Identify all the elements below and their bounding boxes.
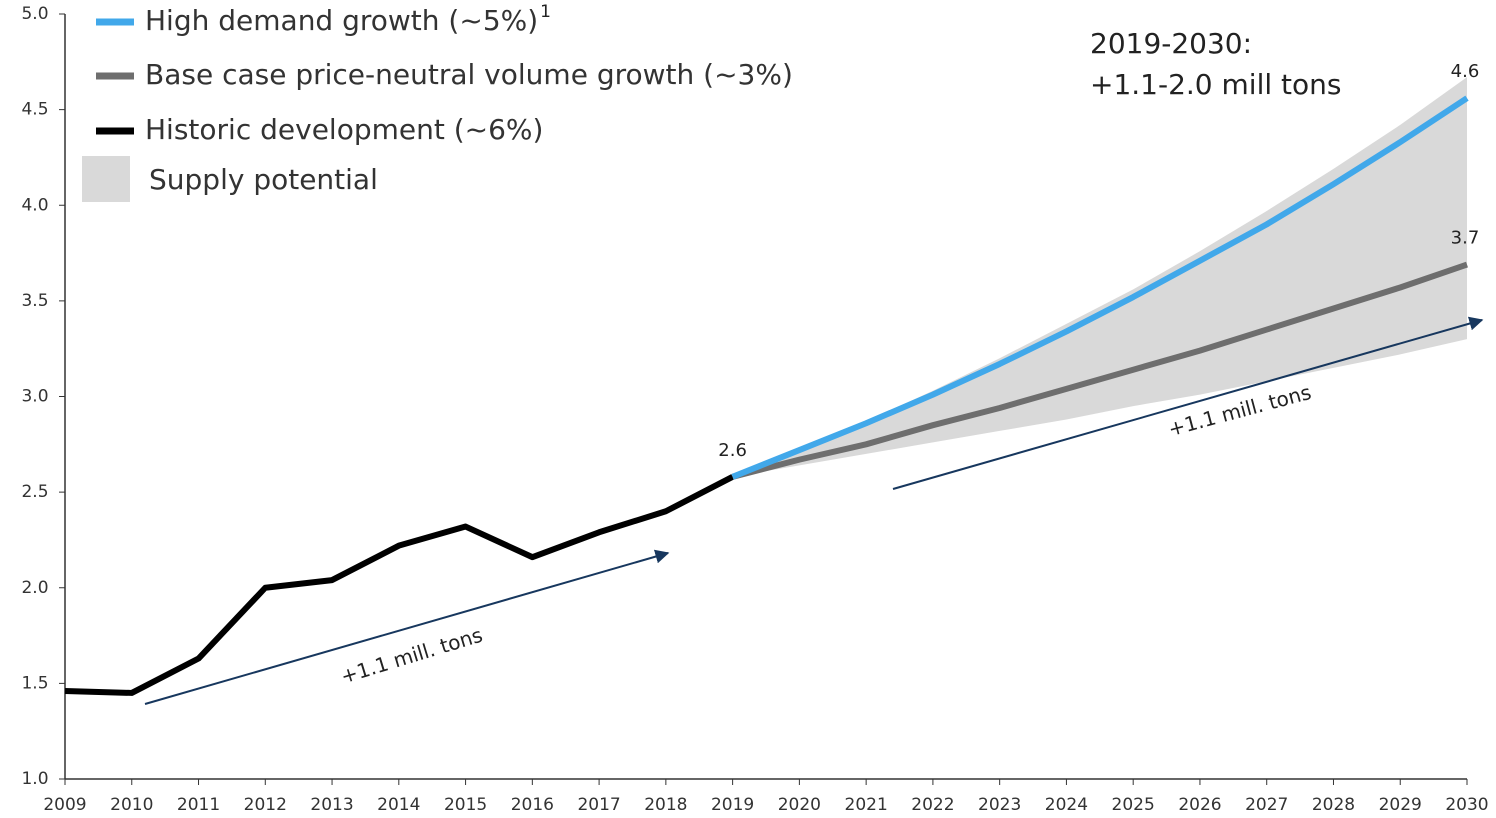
trend-arrow — [144, 549, 670, 705]
x-tick-label: 2028 — [1312, 795, 1355, 815]
x-tick-label: 2010 — [110, 795, 153, 815]
x-tick-label: 2021 — [845, 795, 888, 815]
legend-footnote: 1 — [540, 2, 551, 22]
data-label: 3.7 — [1451, 228, 1480, 249]
area — [732, 77, 1467, 477]
x-tick-label: 2023 — [978, 795, 1021, 815]
y-tick-label: 3.0 — [21, 387, 48, 407]
annotation: 2019-2030: — [1090, 27, 1252, 60]
x-tick-label: 2020 — [778, 795, 821, 815]
line — [731, 261, 1468, 480]
x-tick-label: 2015 — [444, 795, 487, 815]
legend-label: Historic development (~6%) — [145, 113, 543, 146]
x-tick-label: 2017 — [577, 795, 620, 815]
x-tick-label: 2014 — [377, 795, 420, 815]
x-tick-label: 2018 — [644, 795, 687, 815]
legend-swatch — [82, 156, 130, 202]
data-label: 4.6 — [1451, 61, 1480, 82]
y-tick-label: 2.5 — [21, 482, 48, 502]
x-tick-label: 2026 — [1178, 795, 1221, 815]
x-tick-label: 2025 — [1112, 795, 1155, 815]
x-tick-label: 2009 — [43, 795, 86, 815]
x-tick-label: 2027 — [1245, 795, 1288, 815]
annotation: +1.1 mill. tons — [338, 623, 486, 689]
x-tick-label: 2029 — [1379, 795, 1422, 815]
y-tick-label: 1.0 — [21, 769, 48, 789]
legend-label: High demand growth (~5%) — [145, 4, 538, 37]
annotation: +1.1-2.0 mill tons — [1090, 68, 1341, 101]
trend-arrow — [892, 316, 1484, 490]
legend-label: Supply potential — [149, 163, 378, 196]
x-tick-label: 2012 — [244, 795, 287, 815]
x-tick-label: 2013 — [310, 795, 353, 815]
data-label: 2.6 — [718, 440, 747, 461]
y-tick-label: 5.0 — [21, 4, 48, 24]
x-tick-label: 2016 — [511, 795, 554, 815]
line — [64, 474, 734, 696]
x-tick-label: 2022 — [911, 795, 954, 815]
x-tick-label: 2030 — [1445, 795, 1488, 815]
y-tick-label: 3.5 — [21, 291, 48, 311]
y-tick-label: 1.5 — [21, 673, 48, 693]
x-tick-label: 2024 — [1045, 795, 1088, 815]
line — [731, 95, 1469, 480]
x-tick-label: 2019 — [711, 795, 754, 815]
y-tick-label: 4.5 — [21, 100, 48, 120]
y-tick-label: 4.0 — [21, 195, 48, 215]
legend-label: Base case price-neutral volume growth (~… — [145, 58, 793, 91]
y-tick-label: 2.0 — [21, 578, 48, 598]
x-tick-label: 2011 — [177, 795, 220, 815]
